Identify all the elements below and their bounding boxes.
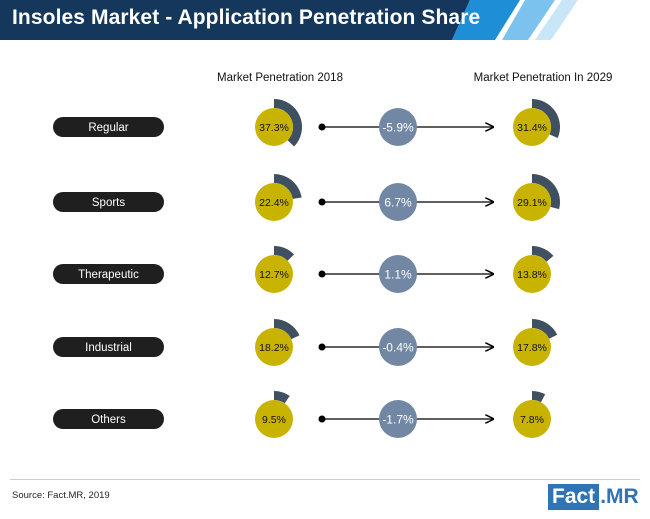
share-label-2029-others: 7.8% — [520, 414, 544, 426]
category-label-industrial: Industrial — [85, 342, 132, 354]
share-circle-2029-therapeutic — [513, 255, 551, 293]
category-label-therapeutic: Therapeutic — [78, 269, 139, 281]
share-label-2029-sports: 29.1% — [517, 197, 547, 209]
category-label-sports: Sports — [92, 197, 125, 209]
category-label-others: Others — [91, 414, 126, 426]
category-pill-others — [53, 409, 164, 429]
connector-dot-industrial — [318, 343, 326, 351]
change-label-others: -1.7% — [382, 413, 414, 427]
share-circle-2029-others — [513, 400, 551, 438]
header-banner: Insoles Market - Application Penetration… — [0, 0, 650, 40]
share-arc-2029-others — [532, 391, 546, 403]
share-label-2029-therapeutic: 13.8% — [517, 269, 547, 281]
page-title: Insoles Market - Application Penetration… — [12, 6, 481, 29]
share-circle-2018-therapeutic — [255, 255, 293, 293]
share-label-2029-regular: 31.4% — [517, 122, 547, 134]
change-label-therapeutic: 1.1% — [384, 268, 412, 282]
change-circle-therapeutic — [379, 255, 417, 293]
share-arc-2018-sports — [274, 174, 302, 199]
column-header-2018: Market Penetration 2018 — [217, 72, 343, 84]
logo-fact: Fact — [548, 484, 600, 510]
share-circle-2018-others — [255, 400, 293, 438]
share-arc-2018-therapeutic — [274, 246, 295, 261]
share-arc-2018-others — [274, 391, 290, 404]
connector-dot-others — [318, 415, 326, 423]
category-pill-therapeutic — [53, 264, 164, 284]
change-label-regular: -5.9% — [382, 121, 414, 135]
share-circle-2018-regular — [255, 108, 293, 146]
category-pill-regular — [53, 117, 164, 137]
share-circle-2018-sports — [255, 183, 293, 221]
change-circle-regular — [379, 108, 417, 146]
change-circle-industrial — [379, 328, 417, 366]
logo-mr: .MR — [600, 485, 639, 508]
category-pill-sports — [53, 192, 164, 212]
share-arc-2029-therapeutic — [532, 246, 554, 262]
share-arc-2029-regular — [532, 99, 560, 138]
connector-dot-sports — [318, 198, 326, 206]
share-arc-2029-sports — [532, 174, 561, 210]
category-label-regular: Regular — [88, 122, 128, 134]
share-circle-2029-sports — [513, 183, 551, 221]
share-label-2018-others: 9.5% — [262, 414, 286, 426]
share-label-2018-regular: 37.3% — [259, 122, 289, 134]
change-circle-others — [379, 400, 417, 438]
header-background — [0, 0, 578, 40]
category-pill-industrial — [53, 337, 164, 357]
share-circle-2029-regular — [513, 108, 551, 146]
share-label-2018-industrial: 18.2% — [259, 342, 289, 354]
column-header-2029: Market Penetration In 2029 — [473, 72, 613, 84]
share-arc-2018-regular — [274, 99, 303, 147]
connector-dot-therapeutic — [318, 270, 326, 278]
change-label-sports: 6.7% — [384, 196, 412, 210]
share-label-2018-sports: 22.4% — [259, 197, 289, 209]
share-label-2029-industrial: 17.8% — [517, 342, 547, 354]
source-note: Source: Fact.MR, 2019 — [12, 490, 110, 501]
factmr-logo: Fact .MR — [548, 484, 639, 510]
connector-dot-regular — [318, 123, 326, 131]
share-arc-2018-industrial — [274, 319, 300, 340]
footer-divider — [10, 479, 640, 480]
share-circle-2018-industrial — [255, 328, 293, 366]
share-circle-2029-industrial — [513, 328, 551, 366]
share-label-2018-therapeutic: 12.7% — [259, 269, 289, 281]
share-arc-2029-industrial — [532, 319, 558, 339]
change-circle-sports — [379, 183, 417, 221]
change-label-industrial: -0.4% — [382, 341, 414, 355]
